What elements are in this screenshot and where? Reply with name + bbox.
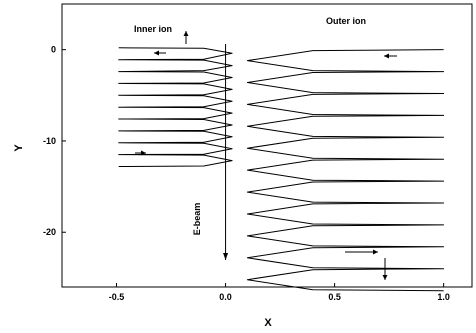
inner-ion-start-arrow xyxy=(154,50,166,56)
outer-ion-end-arrow xyxy=(345,249,378,255)
y-tick-label: 0 xyxy=(51,45,56,55)
y-tick-label: -10 xyxy=(43,136,56,146)
annotation-e-beam: E-beam xyxy=(192,203,202,236)
y-tick-label: -20 xyxy=(43,227,56,237)
series-layer xyxy=(118,47,445,292)
x-tick-label: 0.0 xyxy=(219,292,232,302)
x-tick-label: 1.0 xyxy=(437,292,450,302)
y-axis-title: Y xyxy=(13,144,25,152)
e-beam-arrow xyxy=(223,44,229,260)
x-tick-label: -0.5 xyxy=(109,292,125,302)
outer-ion-trajectory xyxy=(246,49,445,292)
annotation-inner-ion: Inner ion xyxy=(134,24,172,34)
x-tick-label: 0.5 xyxy=(328,292,341,302)
outer-ion-start-arrow xyxy=(384,53,397,59)
plot-frame xyxy=(61,3,473,288)
inner-ion-up-arrow xyxy=(183,31,189,44)
outer-ion-down-arrow xyxy=(382,258,388,280)
annotation-outer-ion: Outer ion xyxy=(326,16,366,26)
x-axis-ticks: -0.5 0.0 0.5 1.0 xyxy=(109,283,450,302)
inner-ion-trajectory xyxy=(118,47,233,167)
inner-ion-end-arrow xyxy=(135,150,146,156)
x-axis-title: X xyxy=(264,317,272,329)
y-axis-ticks: 0 -10 -20 xyxy=(43,45,66,237)
arrow-layer xyxy=(135,31,397,280)
